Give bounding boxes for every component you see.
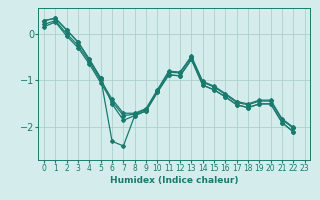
X-axis label: Humidex (Indice chaleur): Humidex (Indice chaleur) xyxy=(110,176,239,185)
